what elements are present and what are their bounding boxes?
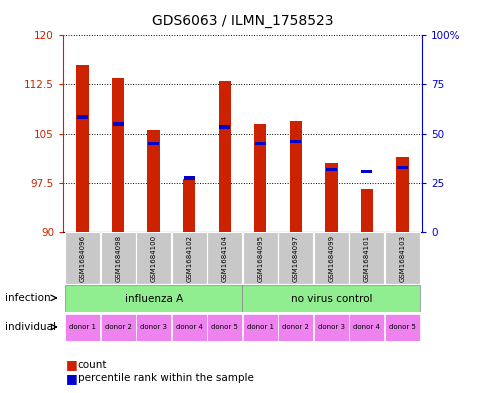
Text: GSM1684101: GSM1684101 bbox=[363, 235, 369, 282]
Text: infection: infection bbox=[5, 293, 50, 303]
Bar bbox=[313, 232, 348, 285]
Text: GSM1684100: GSM1684100 bbox=[151, 235, 156, 282]
Text: donor 1: donor 1 bbox=[246, 324, 273, 331]
Bar bbox=[325, 168, 336, 171]
Bar bbox=[65, 232, 100, 285]
Bar bbox=[289, 140, 301, 143]
Text: donor 3: donor 3 bbox=[140, 324, 167, 331]
Text: GSM1684096: GSM1684096 bbox=[79, 235, 85, 282]
Bar bbox=[278, 232, 313, 285]
Text: GSM1684103: GSM1684103 bbox=[399, 235, 405, 282]
Bar bbox=[101, 232, 135, 285]
Bar bbox=[254, 124, 266, 232]
Text: ■: ■ bbox=[65, 358, 77, 371]
Text: donor 4: donor 4 bbox=[353, 324, 379, 331]
Text: ■: ■ bbox=[65, 371, 77, 385]
Bar bbox=[349, 314, 383, 341]
Bar bbox=[182, 180, 195, 232]
Text: GSM1684099: GSM1684099 bbox=[328, 235, 333, 282]
Text: donor 3: donor 3 bbox=[317, 324, 344, 331]
Bar bbox=[65, 314, 100, 341]
Text: GSM1684095: GSM1684095 bbox=[257, 235, 263, 282]
Bar bbox=[183, 176, 195, 180]
Bar bbox=[207, 314, 242, 341]
Bar bbox=[242, 285, 419, 312]
Bar bbox=[147, 130, 160, 232]
Bar bbox=[136, 232, 171, 285]
Bar bbox=[384, 232, 419, 285]
Text: GSM1684104: GSM1684104 bbox=[221, 235, 227, 282]
Bar bbox=[384, 314, 419, 341]
Text: donor 4: donor 4 bbox=[175, 324, 202, 331]
Text: no virus control: no virus control bbox=[290, 294, 371, 304]
Text: donor 1: donor 1 bbox=[69, 324, 96, 331]
Bar bbox=[136, 314, 171, 341]
Text: GDS6063 / ILMN_1758523: GDS6063 / ILMN_1758523 bbox=[151, 14, 333, 28]
Bar bbox=[289, 121, 302, 232]
Bar bbox=[77, 116, 88, 119]
Text: percentile rank within the sample: percentile rank within the sample bbox=[77, 373, 253, 383]
Text: individual: individual bbox=[5, 322, 56, 332]
Bar bbox=[112, 78, 124, 232]
Text: GSM1684102: GSM1684102 bbox=[186, 235, 192, 282]
Text: donor 2: donor 2 bbox=[282, 324, 309, 331]
Bar bbox=[242, 314, 277, 341]
Bar bbox=[171, 314, 206, 341]
Text: GSM1684097: GSM1684097 bbox=[292, 235, 298, 282]
Text: GSM1684098: GSM1684098 bbox=[115, 235, 121, 282]
Bar bbox=[396, 166, 407, 169]
Bar bbox=[101, 314, 135, 341]
Bar bbox=[361, 170, 372, 173]
Bar bbox=[112, 122, 123, 126]
Bar bbox=[65, 285, 242, 312]
Bar bbox=[313, 314, 348, 341]
Bar bbox=[171, 232, 206, 285]
Bar bbox=[254, 141, 265, 145]
Bar bbox=[218, 81, 230, 232]
Bar bbox=[395, 156, 408, 232]
Text: influenza A: influenza A bbox=[124, 294, 182, 304]
Bar bbox=[76, 65, 89, 232]
Text: donor 5: donor 5 bbox=[211, 324, 238, 331]
Bar bbox=[219, 125, 230, 129]
Bar bbox=[242, 232, 277, 285]
Text: donor 2: donor 2 bbox=[105, 324, 131, 331]
Text: count: count bbox=[77, 360, 107, 370]
Bar bbox=[207, 232, 242, 285]
Bar bbox=[360, 189, 372, 232]
Bar bbox=[148, 141, 159, 145]
Bar bbox=[349, 232, 383, 285]
Bar bbox=[278, 314, 313, 341]
Bar bbox=[324, 163, 337, 232]
Text: donor 5: donor 5 bbox=[388, 324, 415, 331]
